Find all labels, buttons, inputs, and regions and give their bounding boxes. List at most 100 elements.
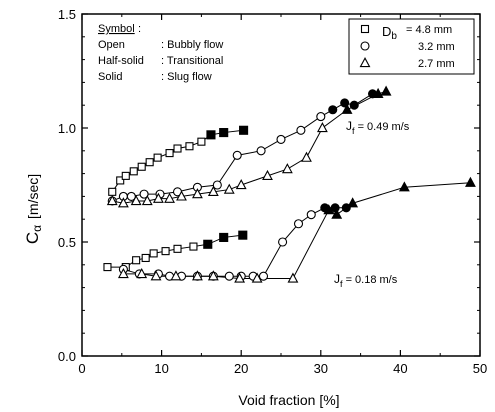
data-point-triangle bbox=[164, 192, 175, 203]
data-point-square bbox=[103, 263, 112, 272]
data-point-triangle bbox=[287, 272, 299, 283]
annotation-jf-049-subscript: f bbox=[352, 126, 355, 136]
data-point-circle bbox=[126, 191, 136, 201]
symbol-key-meaning-half-solid: : Transitional bbox=[161, 55, 223, 67]
y-axis-title-main: C bbox=[23, 232, 42, 244]
annotation-jf-049-rest: = 0.49 m/s bbox=[355, 121, 410, 133]
data-point-square bbox=[189, 242, 198, 251]
annotation-jf-018-main: J bbox=[334, 272, 340, 286]
data-point-triangle bbox=[341, 103, 353, 114]
data-point-square bbox=[239, 125, 249, 135]
data-point-circle bbox=[224, 271, 234, 281]
legend-label-square: = 4.8 mm bbox=[406, 24, 452, 36]
data-point-triangle bbox=[192, 270, 203, 281]
data-point-triangle bbox=[136, 267, 148, 279]
data-point-triangle bbox=[235, 179, 247, 190]
data-point-square bbox=[153, 153, 162, 162]
data-point-circle bbox=[293, 219, 304, 229]
series-line-square bbox=[111, 129, 244, 193]
data-point-square bbox=[203, 239, 213, 249]
data-point-triangle bbox=[150, 270, 162, 281]
data-point-triangle bbox=[323, 204, 335, 215]
data-point-triangle bbox=[223, 183, 235, 194]
legend-marker-triangle bbox=[359, 57, 371, 68]
data-point-square bbox=[145, 158, 154, 167]
legend-param-main: D bbox=[382, 24, 391, 39]
x-tick-label: 40 bbox=[393, 361, 407, 376]
data-point-circle bbox=[139, 189, 149, 199]
legend-box bbox=[348, 18, 475, 75]
data-point-triangle bbox=[117, 267, 129, 279]
y-tick-label: 0.5 bbox=[58, 235, 76, 250]
symbol-key-term-solid: Solid bbox=[98, 71, 122, 83]
data-point-triangle bbox=[207, 270, 219, 281]
data-point-triangle bbox=[372, 87, 384, 98]
symbol-key-heading-colon: : bbox=[138, 23, 141, 35]
data-point-triangle bbox=[170, 270, 182, 281]
data-point-triangle bbox=[117, 197, 129, 208]
x-tick-label: 0 bbox=[78, 361, 85, 376]
legend-param-subscript: b bbox=[391, 31, 397, 42]
data-point-triangle bbox=[141, 194, 153, 206]
data-point-triangle bbox=[347, 197, 359, 208]
symbol-key-meaning-open: : Bubbly flow bbox=[161, 39, 223, 51]
data-point-square bbox=[108, 187, 117, 196]
legend-label-triangle: 2.7 mm bbox=[418, 58, 455, 70]
data-point-square bbox=[121, 171, 130, 180]
data-point-circle bbox=[212, 180, 222, 190]
data-point-triangle bbox=[465, 176, 476, 187]
annotation-jf-018-rest: = 0.18 m/s bbox=[343, 274, 398, 286]
x-tick-label: 30 bbox=[314, 361, 328, 376]
data-point-triangle bbox=[152, 192, 164, 203]
legend-marker-circle bbox=[360, 41, 370, 51]
x-axis-title: Void fraction [%] bbox=[238, 392, 339, 408]
data-point-triangle bbox=[251, 272, 263, 283]
legend-marker-square bbox=[360, 24, 370, 34]
data-point-triangle bbox=[207, 185, 219, 196]
data-point-triangle bbox=[316, 122, 328, 133]
y-tick-label: 1.0 bbox=[58, 121, 76, 136]
data-point-square bbox=[137, 162, 146, 171]
axis-ticks: 0 10 20 30 40 50 0.0 0.5 1.0 1.5 bbox=[58, 7, 487, 376]
x-tick-label: 20 bbox=[234, 361, 248, 376]
data-point-triangle bbox=[234, 272, 246, 283]
data-point-circle bbox=[316, 112, 326, 122]
annotation-jf-049-main: J bbox=[346, 119, 352, 133]
data-point-circle bbox=[296, 125, 306, 135]
data-point-square bbox=[206, 130, 216, 140]
data-point-circle bbox=[278, 237, 288, 247]
legend-label-circle: 3.2 mm bbox=[418, 41, 455, 53]
y-tick-label: 1.5 bbox=[58, 7, 76, 22]
data-point-square bbox=[173, 244, 182, 253]
data-point-circle bbox=[330, 203, 340, 213]
data-point-circle bbox=[306, 210, 316, 220]
data-point-square bbox=[129, 167, 138, 176]
data-point-square bbox=[149, 249, 158, 258]
data-point-square bbox=[116, 176, 125, 185]
data-point-square bbox=[197, 137, 206, 146]
data-point-circle bbox=[349, 100, 359, 110]
data-point-triangle bbox=[380, 85, 392, 96]
data-point-square bbox=[132, 256, 141, 265]
data-point-square bbox=[161, 247, 170, 256]
symbol-key-heading: Symbol bbox=[98, 23, 135, 35]
data-point-circle bbox=[258, 271, 269, 281]
series-markers bbox=[103, 85, 476, 283]
data-point-triangle bbox=[176, 190, 187, 201]
x-tick-label: 50 bbox=[473, 361, 487, 376]
annotation-jf-018: Jf = 0.18 m/s bbox=[334, 272, 398, 289]
data-point-triangle bbox=[192, 188, 203, 199]
y-axis-title-subscript: α bbox=[30, 225, 44, 232]
y-axis-title: Cα [m/sec] bbox=[23, 174, 44, 244]
symbol-key-meaning-solid: : Slug flow bbox=[161, 71, 212, 83]
data-point-square bbox=[185, 142, 194, 151]
data-point-triangle bbox=[281, 163, 293, 174]
legend-param: Db bbox=[382, 24, 397, 42]
legend: Db = 4.8 mm 3.2 mm 2.7 mm bbox=[348, 18, 475, 75]
data-point-circle bbox=[276, 134, 286, 144]
y-tick-label: 0.0 bbox=[58, 349, 76, 364]
annotation-jf-049: Jf = 0.49 m/s bbox=[346, 119, 410, 136]
symbol-key: Symbol : Open : Bubbly flow Half-solid :… bbox=[98, 23, 223, 83]
data-point-square bbox=[219, 128, 229, 138]
